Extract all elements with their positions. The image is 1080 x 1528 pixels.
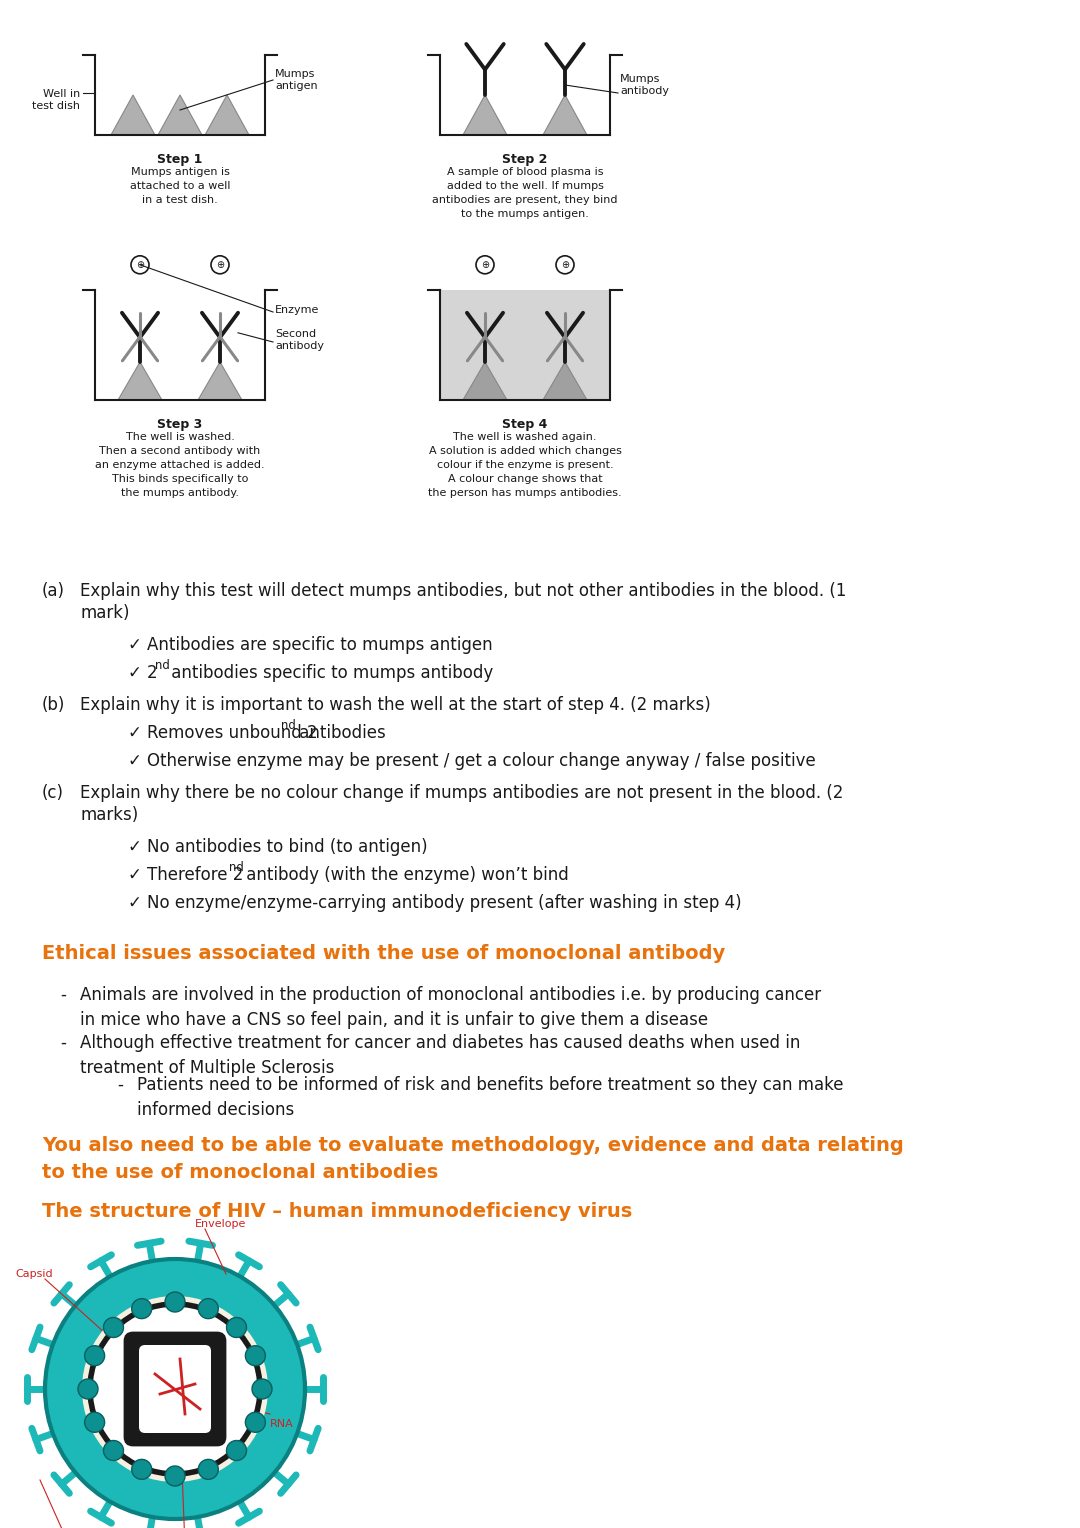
Text: The well is washed again.
A solution is added which changes
colour if the enzyme: The well is washed again. A solution is … xyxy=(428,432,622,498)
Circle shape xyxy=(245,1346,266,1366)
Text: ✓: ✓ xyxy=(127,752,140,770)
Text: -: - xyxy=(60,1034,66,1051)
Text: nd: nd xyxy=(154,659,170,672)
Text: Step 4: Step 4 xyxy=(502,419,548,431)
Text: Well in
test dish: Well in test dish xyxy=(32,89,80,112)
Circle shape xyxy=(199,1299,218,1319)
Circle shape xyxy=(84,1412,105,1432)
Text: ⊕: ⊕ xyxy=(481,260,489,270)
Circle shape xyxy=(211,255,229,274)
Text: ✓: ✓ xyxy=(127,866,140,885)
Text: No enzyme/enzyme-carrying antibody present (after washing in step 4): No enzyme/enzyme-carrying antibody prese… xyxy=(147,894,742,912)
Text: Envelope: Envelope xyxy=(195,1219,246,1229)
Circle shape xyxy=(82,1296,268,1482)
Circle shape xyxy=(227,1317,246,1337)
Circle shape xyxy=(165,1293,185,1313)
Text: Mumps antigen is
attached to a well
in a test dish.: Mumps antigen is attached to a well in a… xyxy=(130,167,230,205)
Text: Although effective treatment for cancer and diabetes has caused deaths when used: Although effective treatment for cancer … xyxy=(80,1034,800,1077)
Text: Explain why it is important to wash the well at the start of step 4. (2 marks): Explain why it is important to wash the … xyxy=(80,695,711,714)
Circle shape xyxy=(165,1465,185,1487)
Text: (c): (c) xyxy=(42,784,64,802)
Circle shape xyxy=(132,1459,151,1479)
Circle shape xyxy=(556,255,573,274)
Text: ⊕: ⊕ xyxy=(561,260,569,270)
Polygon shape xyxy=(543,362,588,400)
Circle shape xyxy=(252,1378,272,1400)
Polygon shape xyxy=(463,95,507,134)
Text: You also need to be able to evaluate methodology, evidence and data relating
to : You also need to be able to evaluate met… xyxy=(42,1135,904,1181)
Text: nd: nd xyxy=(281,720,296,732)
Circle shape xyxy=(132,1299,151,1319)
Text: The well is washed.
Then a second antibody with
an enzyme attached is added.
Thi: The well is washed. Then a second antibo… xyxy=(95,432,265,498)
Text: Explain why this test will detect mumps antibodies, but not other antibodies in : Explain why this test will detect mumps … xyxy=(80,582,847,601)
Text: marks): marks) xyxy=(80,805,138,824)
Circle shape xyxy=(92,1306,258,1471)
Circle shape xyxy=(104,1441,123,1461)
Text: ⊕: ⊕ xyxy=(136,260,144,270)
Polygon shape xyxy=(198,362,242,400)
Circle shape xyxy=(84,1346,105,1366)
Polygon shape xyxy=(463,362,507,400)
Text: (a): (a) xyxy=(42,582,65,601)
Text: ✓: ✓ xyxy=(127,665,140,681)
Text: ✓: ✓ xyxy=(127,636,140,654)
Text: The structure of HIV – human immunodeficiency virus: The structure of HIV – human immunodefic… xyxy=(42,1203,632,1221)
Circle shape xyxy=(476,255,494,274)
Text: -: - xyxy=(60,986,66,1004)
Text: Ethical issues associated with the use of monoclonal antibody: Ethical issues associated with the use o… xyxy=(42,944,726,963)
Text: ✓: ✓ xyxy=(127,724,140,743)
Circle shape xyxy=(199,1459,218,1479)
Text: nd: nd xyxy=(229,860,244,874)
Text: Removes unbound 2: Removes unbound 2 xyxy=(147,724,318,743)
Circle shape xyxy=(245,1412,266,1432)
Text: A sample of blood plasma is
added to the well. If mumps
antibodies are present, : A sample of blood plasma is added to the… xyxy=(432,167,618,219)
Text: Capsid: Capsid xyxy=(15,1268,53,1279)
Text: Second
antibody: Second antibody xyxy=(275,329,324,351)
Polygon shape xyxy=(440,290,610,400)
Text: (b): (b) xyxy=(42,695,66,714)
Polygon shape xyxy=(118,362,162,400)
Text: antibodies specific to mumps antibody: antibodies specific to mumps antibody xyxy=(165,665,492,681)
FancyBboxPatch shape xyxy=(139,1345,211,1433)
Text: No antibodies to bind (to antigen): No antibodies to bind (to antigen) xyxy=(147,837,428,856)
Circle shape xyxy=(131,255,149,274)
Circle shape xyxy=(104,1317,123,1337)
Text: mark): mark) xyxy=(80,604,130,622)
Circle shape xyxy=(78,1378,98,1400)
Polygon shape xyxy=(111,95,156,134)
Text: RNA: RNA xyxy=(270,1420,294,1429)
Circle shape xyxy=(45,1259,305,1519)
Polygon shape xyxy=(158,95,202,134)
Text: Patients need to be informed of risk and benefits before treatment so they can m: Patients need to be informed of risk and… xyxy=(137,1076,843,1118)
Text: ✓: ✓ xyxy=(127,837,140,856)
Text: Mumps
antigen: Mumps antigen xyxy=(275,69,318,90)
Text: Step 1: Step 1 xyxy=(158,153,203,167)
Text: antibody (with the enzyme) won’t bind: antibody (with the enzyme) won’t bind xyxy=(242,866,569,885)
Text: ✓: ✓ xyxy=(127,894,140,912)
Text: antibodies: antibodies xyxy=(294,724,386,743)
Text: Mumps
antibody: Mumps antibody xyxy=(620,75,669,96)
Text: Animals are involved in the production of monoclonal antibodies i.e. by producin: Animals are involved in the production o… xyxy=(80,986,821,1028)
Text: Antibodies are specific to mumps antigen: Antibodies are specific to mumps antigen xyxy=(147,636,492,654)
Text: ⊕: ⊕ xyxy=(216,260,224,270)
Text: 2: 2 xyxy=(147,665,158,681)
Text: Step 2: Step 2 xyxy=(502,153,548,167)
Polygon shape xyxy=(205,95,249,134)
Polygon shape xyxy=(543,95,588,134)
Text: -: - xyxy=(117,1076,123,1094)
FancyBboxPatch shape xyxy=(125,1332,225,1445)
Text: Enzyme: Enzyme xyxy=(275,306,320,315)
Text: Step 3: Step 3 xyxy=(158,419,203,431)
Circle shape xyxy=(227,1441,246,1461)
Text: Otherwise enzyme may be present / get a colour change anyway / false positive: Otherwise enzyme may be present / get a … xyxy=(147,752,815,770)
Text: Explain why there be no colour change if mumps antibodies are not present in the: Explain why there be no colour change if… xyxy=(80,784,843,802)
Text: Therefore 2: Therefore 2 xyxy=(147,866,243,885)
